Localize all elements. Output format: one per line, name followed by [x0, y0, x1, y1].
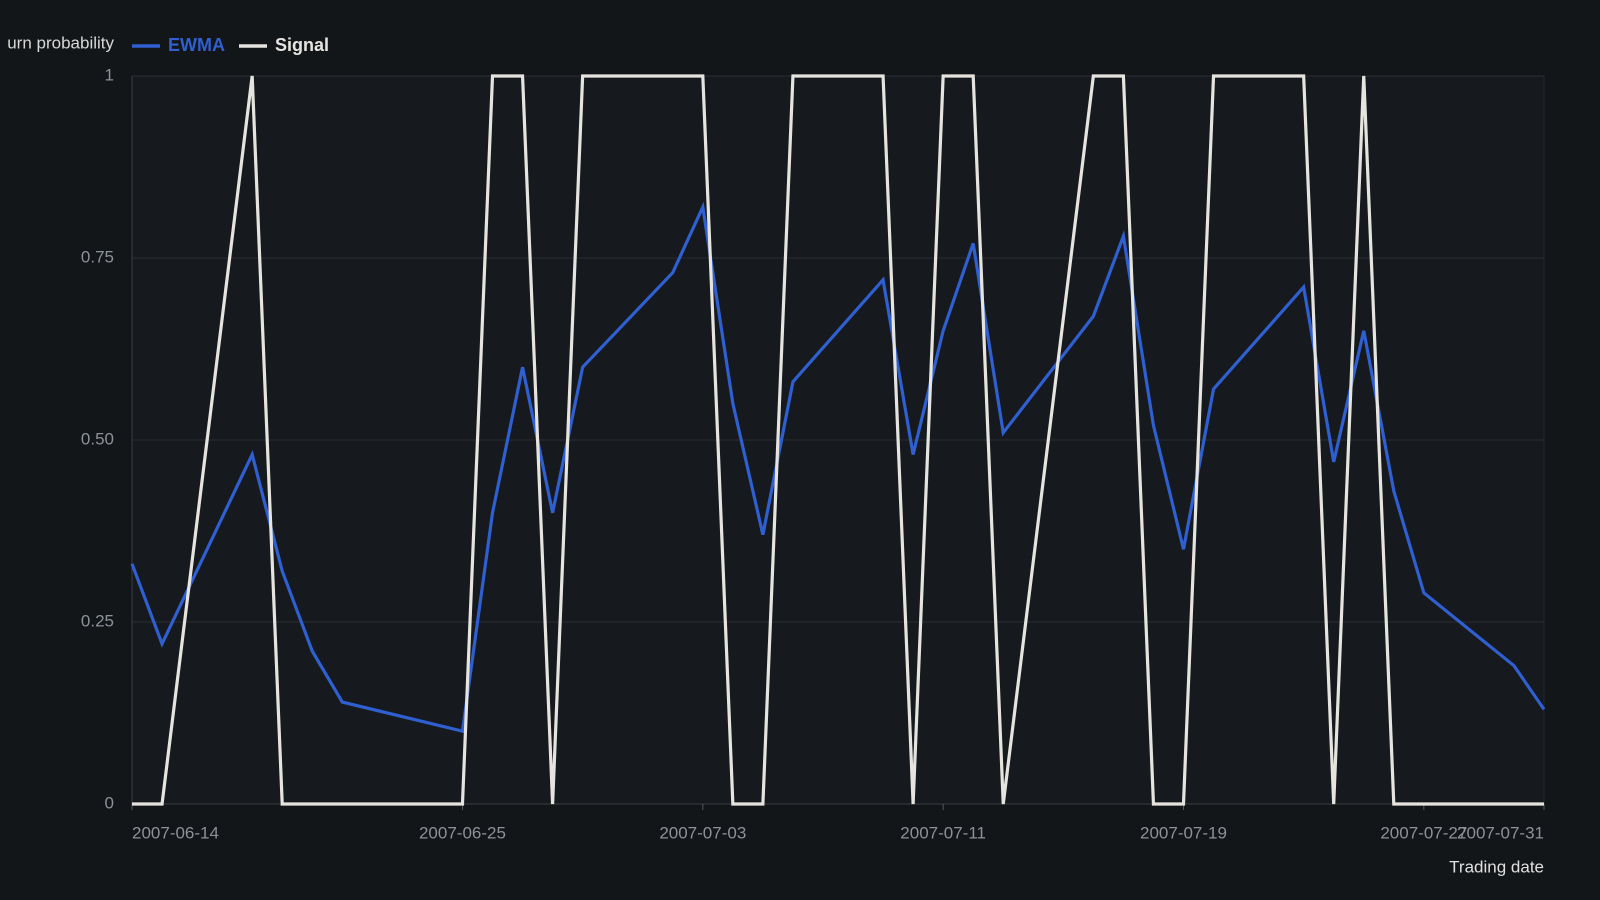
x-axis-title: Trading date: [1449, 857, 1544, 876]
x-tick-label: 2007-07-19: [1140, 823, 1227, 842]
y-tick-label: 0: [105, 793, 114, 812]
y-tick-label: 1: [105, 65, 114, 84]
legend-label: EWMA: [168, 35, 225, 55]
y-axis-title: urn probability: [7, 33, 114, 52]
x-tick-label: 2007-06-14: [132, 823, 219, 842]
legend-label: Signal: [275, 35, 329, 55]
series-line: [132, 74, 1544, 806]
x-tick-label: 2007-07-31: [1457, 823, 1544, 842]
x-tick-label: 2007-06-25: [419, 823, 506, 842]
x-tick-label: 2007-07-11: [900, 823, 986, 842]
y-tick-label: 0.75: [81, 247, 114, 266]
series-line: [130, 201, 1546, 734]
y-tick-label: 0.50: [81, 429, 114, 448]
y-tick-label: 0.25: [81, 611, 114, 630]
x-tick-label: 2007-07-27: [1380, 823, 1467, 842]
x-tick-label: 2007-07-03: [659, 823, 746, 842]
